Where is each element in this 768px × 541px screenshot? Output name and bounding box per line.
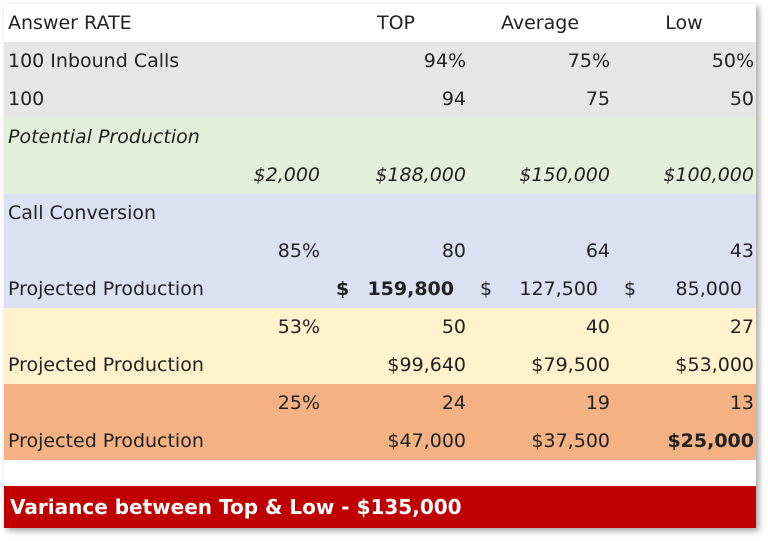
projected-low-row: Projected Production $47,000 $37,500 $25… — [4, 422, 756, 460]
blank-cell — [614, 460, 754, 486]
header-top: TOP — [326, 4, 466, 42]
projected-mid-low: $53,000 — [675, 354, 754, 376]
inbound-count-label: 100 — [8, 88, 45, 110]
blank-row — [4, 460, 756, 486]
inbound-calls-label: 100 Inbound Calls — [8, 50, 180, 72]
header-average: Average — [470, 4, 610, 42]
inbound-count-row: 100 94 75 50 — [4, 80, 756, 118]
variance-banner: Variance between Top & Low - $135,000 — [4, 486, 756, 528]
conversion-high-rate: 85% — [277, 240, 320, 262]
projected-mid-row: Projected Production $99,640 $79,500 $53… — [4, 346, 756, 384]
conversion-high-row: 85% 80 64 43 — [4, 232, 756, 270]
potential-average: $150,000 — [519, 164, 610, 186]
conversion-high-top: 80 — [441, 240, 466, 262]
potential-low: $100,000 — [663, 164, 754, 186]
conversion-mid-row: 53% 50 40 27 — [4, 308, 756, 346]
header-low: Low — [614, 4, 754, 42]
potential-unit-value: $2,000 — [253, 164, 320, 186]
projected-high-low: 85,000 — [675, 278, 742, 300]
projected-high-average-currency: $ — [480, 278, 493, 300]
projected-mid-top: $99,640 — [387, 354, 466, 376]
conversion-high-average: 64 — [585, 240, 610, 262]
spreadsheet-table: Answer RATE TOP Average Low 100 Inbound … — [4, 4, 756, 528]
conversion-mid-top: 50 — [441, 316, 466, 338]
conversion-mid-low: 27 — [729, 316, 754, 338]
conversion-low-row: 25% 24 19 13 — [4, 384, 756, 422]
projected-high-average: 127,500 — [519, 278, 598, 300]
projected-high-low-currency: $ — [624, 278, 637, 300]
inbound-percent-row: 100 Inbound Calls 94% 75% 50% — [4, 42, 756, 80]
blank-cell — [6, 460, 322, 486]
projected-high-top: 159,800 — [367, 278, 454, 300]
inbound-top-pct: 94% — [423, 50, 466, 72]
potential-title-row: Potential Production — [4, 118, 756, 156]
call-conversion-label: Call Conversion — [8, 202, 157, 224]
projected-low-average: $37,500 — [531, 430, 610, 452]
blank-cell — [326, 460, 466, 486]
potential-values-row: $2,000 $188,000 $150,000 $100,000 — [4, 156, 756, 194]
inbound-average-count: 75 — [585, 88, 610, 110]
header-row: Answer RATE TOP Average Low — [4, 4, 756, 42]
conversion-mid-average: 40 — [585, 316, 610, 338]
projected-high-label: Projected Production — [8, 278, 204, 300]
conversion-mid-rate: 53% — [277, 316, 320, 338]
inbound-average-pct: 75% — [567, 50, 610, 72]
projected-low-low: $25,000 — [667, 430, 754, 452]
projected-mid-label: Projected Production — [8, 354, 204, 376]
projected-mid-average: $79,500 — [531, 354, 610, 376]
projected-high-row: Projected Production $ 159,800 $ 127,500… — [4, 270, 756, 308]
conversion-low-average: 19 — [585, 392, 610, 414]
header-answer-rate: Answer RATE — [6, 4, 322, 42]
projected-low-top: $47,000 — [387, 430, 466, 452]
conversion-low-top: 24 — [441, 392, 466, 414]
inbound-top-count: 94 — [441, 88, 466, 110]
potential-top: $188,000 — [375, 164, 466, 186]
potential-production-label: Potential Production — [8, 126, 200, 148]
call-conversion-title-row: Call Conversion — [4, 194, 756, 232]
conversion-high-low: 43 — [729, 240, 754, 262]
conversion-low-rate: 25% — [277, 392, 320, 414]
projected-high-top-currency: $ — [336, 278, 350, 300]
projected-low-label: Projected Production — [8, 430, 204, 452]
inbound-low-count: 50 — [729, 88, 754, 110]
blank-cell — [470, 460, 610, 486]
conversion-low-low: 13 — [729, 392, 754, 414]
inbound-low-pct: 50% — [711, 50, 754, 72]
